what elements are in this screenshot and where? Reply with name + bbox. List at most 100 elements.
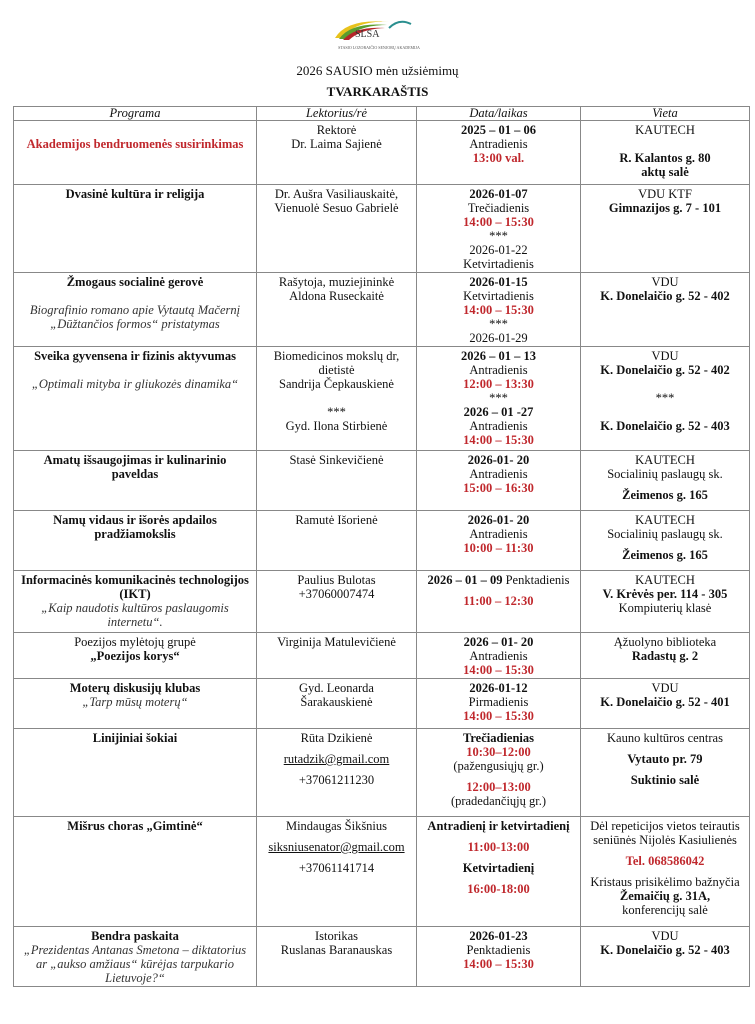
cell-venue: Kauno kultūros centras Vytauto pr. 79 Sukt…: [580, 728, 750, 817]
cell-line: VDU KTF: [638, 187, 692, 201]
cell-line: Sveika gyvensena ir fizinis aktyvumas: [34, 349, 236, 363]
cell-line: „Prezidentas Antanas Smetona – diktatori…: [23, 943, 247, 957]
cell-line: K. Donelaičio g. 52 - 402: [600, 363, 730, 377]
email-link[interactable]: siksniusenator@gmail.com: [268, 840, 405, 854]
cell-line: Dr. Laima Sajienė: [291, 137, 382, 151]
cell-line: R. Kalantos g. 80: [619, 151, 711, 165]
cell-lecturer: Ramutė Išorienė: [256, 510, 417, 571]
cell-line: Pirmadienis: [468, 695, 529, 709]
spacer: [259, 833, 414, 840]
table-row: Akademijos bendruomenės susirinkimas Rekt…: [13, 120, 750, 185]
cell-line: Tel. 068586042: [625, 854, 705, 868]
cell-line: 2026 – 01- 20: [463, 635, 534, 649]
cell-line: Moterų diskusijų klubas: [69, 681, 201, 695]
cell-line: Akademijos bendruomenės susirinkimas: [26, 137, 244, 151]
cell-line: Stasė Sinkevičienė: [289, 453, 384, 467]
cell-line: K. Donelaičio g. 52 - 402: [600, 289, 730, 303]
cell-line: [16, 123, 254, 137]
cell-line: 2026-01-23: [469, 929, 528, 943]
spacer: [259, 854, 414, 861]
cell-line: (pradedančiųjų gr.): [450, 794, 547, 808]
cell-line: 14:00 – 15:30: [463, 957, 534, 971]
page-subtitle: 2026 SAUSIO mėn užsiėmimų: [296, 63, 459, 78]
cell-line: 13:00 val.: [472, 151, 525, 165]
spacer: [583, 847, 747, 854]
cell-line: Antradienis: [469, 527, 528, 541]
cell-lecturer: Mindaugas Šikšnius siksniusenator@gmail.c…: [256, 816, 417, 927]
table-row: Dvasinė kultūra ir religija Dr. Aušra Vas…: [13, 184, 750, 273]
cell-line: Mišrus choras „Gimtinė“: [67, 819, 203, 833]
cell-line: Ketvirtadienis: [463, 289, 534, 303]
cell-date: 2026 – 01 – 13 Antradienis 12:00 – 13:30 **…: [416, 346, 581, 451]
column-header-date: Data/laikas: [416, 106, 581, 121]
cell-line: K. Donelaičio g. 52 - 403: [600, 419, 730, 433]
cell-line: Rūta Dzikienė: [300, 731, 373, 745]
spacer: [419, 875, 578, 882]
cell-line: Kauno kultūros centras: [607, 731, 723, 745]
cell-date: 2026-01-07 Trečiadienis 14:00 – 15:30 *** 20…: [416, 184, 581, 273]
cell-text: 2026 – 01 – 09: [427, 573, 503, 587]
cell-line: 11:00-13:00: [467, 840, 530, 854]
cell-line: Gimnazijos g. 7 - 101: [608, 201, 722, 215]
cell-line: Penktadienis: [466, 943, 531, 957]
cell-venue: Dėl repeticijos vietos teirautis seniūnės…: [580, 816, 750, 927]
cell-line: 10:30–12:00: [466, 745, 531, 759]
cell-line: 14:00 – 15:30: [463, 215, 534, 229]
cell-program: Akademijos bendruomenės susirinkimas: [13, 120, 257, 185]
email-link[interactable]: rutadzik@gmail.com: [283, 752, 390, 766]
cell-line: 2026-01-12: [469, 681, 528, 695]
cell-line: „Dūžtančios formos“ pristatymas: [50, 317, 220, 331]
cell-line: 2026-01-29: [469, 331, 528, 345]
cell-line: Rašytoja, muziejininkė: [278, 275, 395, 289]
cell-line: KAUTECH: [635, 513, 695, 527]
cell-line: KAUTECH: [635, 123, 695, 137]
cell-line: Ramutė Išorienė: [295, 513, 378, 527]
cell-line: Mindaugas Šikšnius: [285, 819, 388, 833]
table-row: Linijiniai šokiai Rūta Dzikienė rutadzik@g…: [13, 728, 750, 817]
cell-date: 2026-01- 20 Antradienis 15:00 – 16:30: [416, 450, 581, 511]
cell-line: 14:00 – 15:30: [463, 433, 534, 447]
cell-line: Kristaus prisikėlimo bažnyčia: [590, 875, 740, 889]
cell-line: Antradienis: [469, 137, 528, 151]
cell-line: internetu“.: [107, 615, 163, 629]
cell-line: Istorikas: [314, 929, 359, 943]
cell-program: Moterų diskusijų klubas „Tarp mūsų moterų…: [13, 678, 257, 729]
cell-line: Biomedicinos mokslų dr,: [273, 349, 400, 363]
cell-line: +37060007474: [298, 587, 375, 601]
table-row: Informacinės komunikacinės technologijos…: [13, 570, 750, 633]
cell-line: 14:00 – 15:30: [463, 663, 534, 677]
cell-line: 2026-01-22: [469, 243, 528, 257]
cell-line: Žmogaus socialinė gerovė: [66, 275, 204, 289]
cell-program: Informacinės komunikacinės technologijos…: [13, 570, 257, 633]
cell-line: Gyd. Leonarda: [299, 681, 374, 695]
table-row: Bendra paskaita „Prezidentas Antanas Smet…: [13, 926, 750, 987]
cell-date: 2026-01-12 Pirmadienis 14:00 – 15:30: [416, 678, 581, 729]
cell-line: Žemaičių g. 31A,: [619, 889, 711, 903]
spacer: [259, 766, 414, 773]
cell-line: [16, 289, 254, 303]
cell-venue: VDU K. Donelaičio g. 52 - 402: [580, 272, 750, 347]
cell-date: 2026-01-23 Penktadienis 14:00 – 15:30: [416, 926, 581, 987]
schedule-table: Programa Lektorius/rė Data/laikas Vieta …: [13, 106, 750, 987]
cell-venue: KAUTECH Socialinių paslaugų sk. Žeimenos g…: [580, 450, 750, 511]
cell-line: Ruslanas Baranauskas: [280, 943, 393, 957]
page-title: TVARKARAŠTIS: [326, 84, 429, 99]
cell-line: ***: [327, 405, 346, 419]
cell-line: Aldona Ruseckaitė: [289, 289, 384, 303]
cell-line: 12:00 – 13:30: [463, 377, 534, 391]
cell-lecturer: Virginija Matulevičienė: [256, 632, 417, 679]
cell-program: Namų vidaus ir išorės apdailos pradžiamok…: [13, 510, 257, 571]
cell-line: Ąžuolyno biblioteka: [613, 635, 717, 649]
cell-line: 2025 – 01 – 06: [461, 123, 536, 137]
table-row: Namų vidaus ir išorės apdailos pradžiamok…: [13, 510, 750, 571]
cell-line: K. Donelaičio g. 52 - 403: [600, 943, 730, 957]
cell-line: Informacinės komunikacinės technologijos: [21, 573, 249, 587]
cell-line: Dr. Aušra Vasiliauskaitė,: [274, 187, 399, 201]
cell-program: Linijiniai šokiai: [13, 728, 257, 817]
cell-program: Žmogaus socialinė gerovė Biografinio roma…: [13, 272, 257, 347]
cell-lecturer: Biomedicinos mokslų dr, dietistė Sandrija …: [256, 346, 417, 451]
cell-line: aktų salė: [641, 165, 689, 179]
spacer: [583, 745, 747, 752]
cell-line: Sandrija Čepkauskienė: [279, 377, 394, 391]
cell-line: Antradienis: [469, 649, 528, 663]
